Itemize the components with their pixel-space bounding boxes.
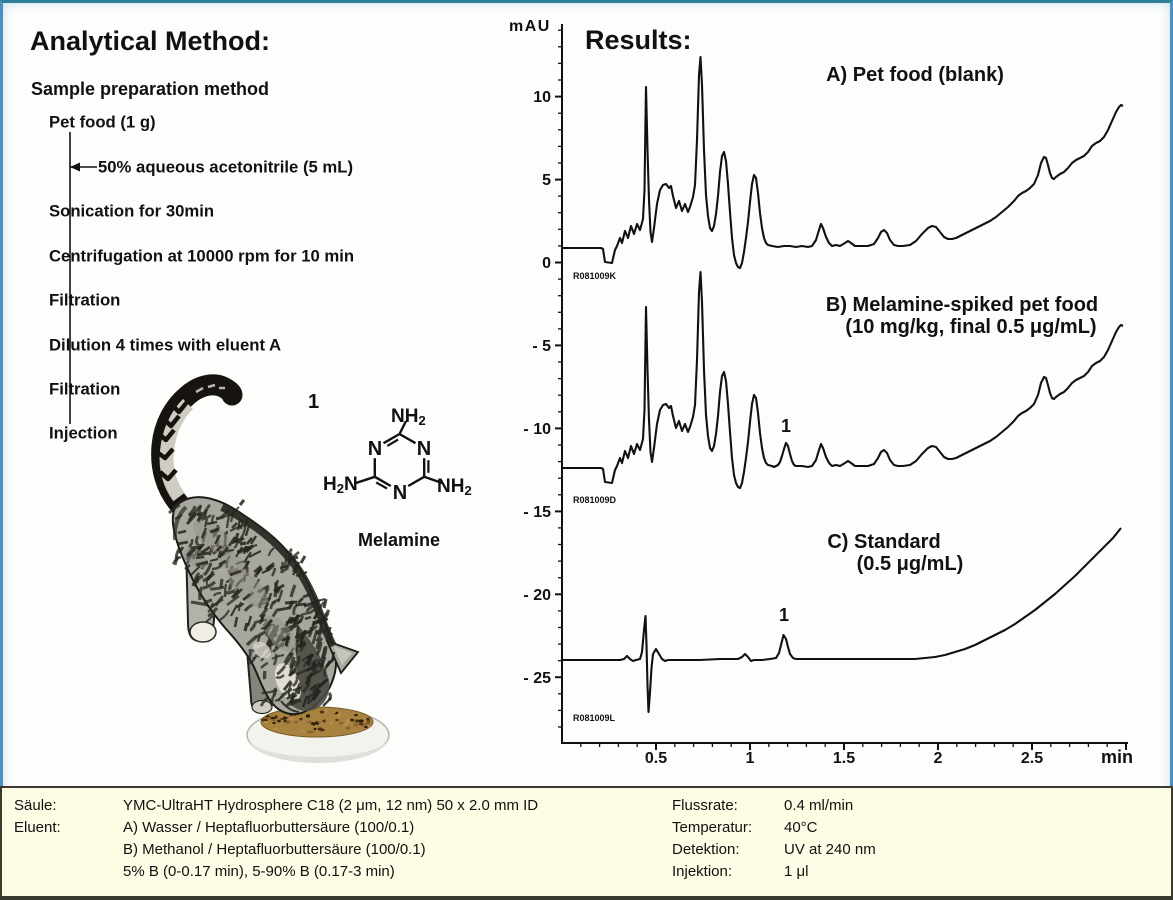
svg-text:- 25: - 25: [523, 670, 551, 687]
svg-text:R081009L: R081009L: [573, 713, 616, 723]
svg-text:min: min: [1101, 747, 1133, 767]
svg-text:Pet food (1 g): Pet food (1 g): [49, 113, 156, 132]
svg-text:1.5: 1.5: [833, 750, 855, 767]
svg-text:50% aqueous acetonitrile (5 mL: 50% aqueous acetonitrile (5 mL): [98, 158, 353, 177]
svg-text:Filtration: Filtration: [49, 291, 120, 310]
svg-text:N: N: [368, 438, 382, 460]
svg-text:Results:: Results:: [585, 25, 692, 55]
svg-text:10: 10: [533, 89, 551, 106]
svg-text:0.5: 0.5: [645, 750, 667, 767]
svg-text:1: 1: [308, 391, 319, 413]
svg-text:0: 0: [542, 255, 551, 272]
svg-text:Sample preparation method: Sample preparation method: [31, 79, 269, 99]
svg-text:5: 5: [542, 172, 551, 189]
svg-text:R081009D: R081009D: [573, 495, 617, 505]
svg-text:NH2: NH2: [391, 406, 426, 428]
svg-text:Centrifugation at 10000 rpm fo: Centrifugation at 10000 rpm for 10 min: [49, 247, 354, 266]
svg-text:H2N: H2N: [323, 474, 358, 496]
svg-text:NH2: NH2: [437, 476, 472, 498]
svg-text:N: N: [417, 438, 431, 460]
svg-text:Analytical Method:: Analytical Method:: [30, 26, 270, 56]
svg-text:- 5: - 5: [532, 338, 551, 355]
svg-text:Melamine: Melamine: [358, 530, 440, 550]
svg-text:1: 1: [781, 416, 791, 436]
svg-text:N: N: [393, 482, 407, 504]
svg-text:1: 1: [779, 605, 789, 625]
svg-text:(0.5 μg/mL): (0.5 μg/mL): [857, 553, 964, 575]
svg-text:2: 2: [934, 750, 943, 767]
svg-text:C) Standard: C) Standard: [827, 531, 940, 553]
svg-text:Dilution 4 times with eluent A: Dilution 4 times with eluent A: [49, 336, 281, 355]
svg-text:mAU: mAU: [509, 18, 551, 35]
svg-text:- 10: - 10: [523, 421, 551, 438]
svg-text:Injection: Injection: [49, 424, 118, 443]
svg-text:- 15: - 15: [523, 504, 551, 521]
svg-text:(10 mg/kg, final 0.5 μg/mL): (10 mg/kg, final 0.5 μg/mL): [845, 316, 1096, 338]
svg-text:2.5: 2.5: [1021, 750, 1043, 767]
svg-text:Filtration: Filtration: [49, 380, 120, 399]
svg-text:Sonication for 30min: Sonication for 30min: [49, 202, 214, 221]
svg-text:A) Pet food (blank): A) Pet food (blank): [826, 64, 1004, 86]
svg-text:1: 1: [746, 750, 755, 767]
svg-text:- 20: - 20: [523, 587, 551, 604]
svg-text:R081009K: R081009K: [573, 271, 617, 281]
svg-text:B) Melamine-spiked pet food: B) Melamine-spiked pet food: [826, 294, 1098, 316]
